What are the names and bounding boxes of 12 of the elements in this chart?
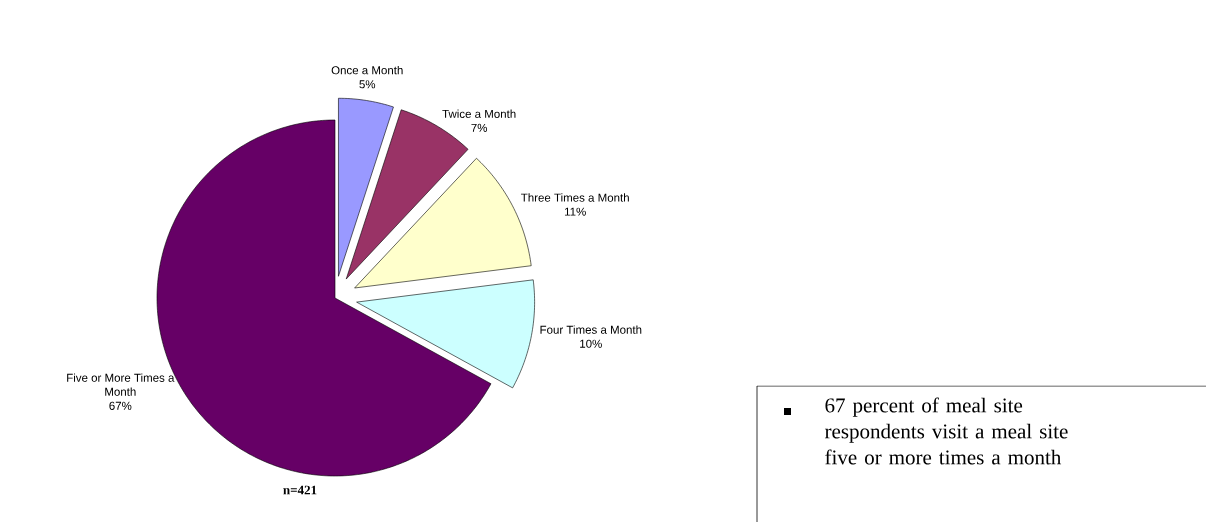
data-label: 10%: [580, 339, 602, 348]
slice-label: Five or More Times a Month: [67, 373, 175, 396]
text: n=421: [283, 485, 317, 495]
slice-label: Once a Month: [331, 65, 403, 75]
data-label: 7%: [471, 123, 488, 132]
data-label: 5%: [359, 80, 376, 89]
slice-label: Twice a Month: [442, 109, 516, 118]
slice-label: Four Times a Month: [540, 325, 642, 334]
text: 67 percent of meal site respondents visit a meal site five or more times a month: [824, 397, 1068, 465]
data-label: 11%: [564, 207, 586, 216]
data-label: 67%: [109, 401, 132, 410]
slice-label: Three Times a Month: [521, 193, 629, 202]
